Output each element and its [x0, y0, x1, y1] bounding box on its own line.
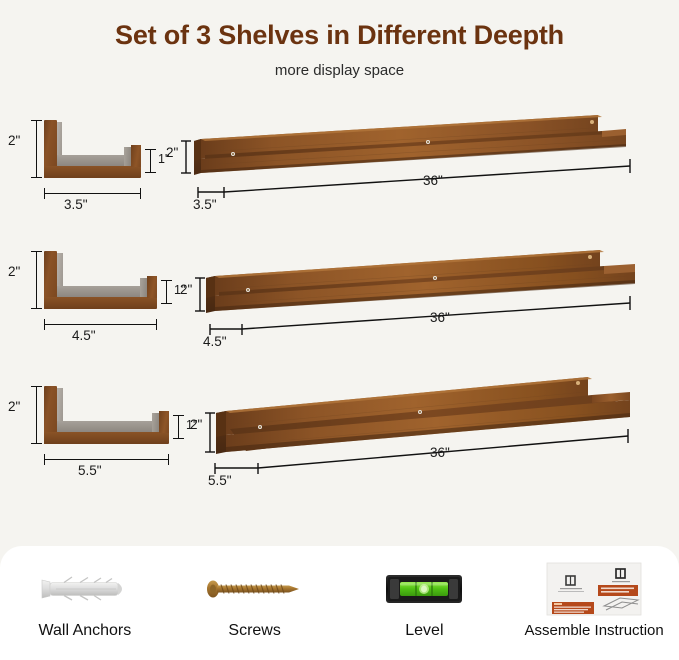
profile-back-inner-medium — [57, 253, 63, 297]
profile-depth-label-medium: 4.5" — [72, 328, 96, 343]
accessory-wall-anchors: Wall Anchors — [0, 546, 170, 660]
perspective-shelf-small: 2" 3.5" 36" — [166, 97, 679, 228]
shelf-row-medium: 2" 1" 4.5" — [0, 228, 679, 359]
accessories-list: Wall Anchors — [0, 546, 679, 660]
perspective-height-label-small: 2" — [166, 145, 179, 160]
perspective-shelf-large: 2" 5.5" 36" — [190, 359, 679, 504]
accessories-card: Wall Anchors — [0, 546, 679, 660]
profile-lip-height-label-small: 1" — [158, 152, 170, 166]
profile-base-large — [44, 432, 169, 444]
profile-base-small — [44, 166, 141, 178]
profile-depth-label-small: 3.5" — [64, 197, 88, 212]
profile-back-inner-large — [57, 388, 63, 432]
profile-front-lip-large — [159, 411, 169, 433]
accessory-label-level: Level — [405, 622, 444, 639]
profile-front-lip-small — [131, 145, 141, 167]
cross-section-small: 2" 1" — [0, 97, 175, 228]
perspective-height-label-large: 2" — [190, 417, 203, 432]
profile-depth-label-large: 5.5" — [78, 463, 102, 478]
page-subtitle: more display space — [274, 62, 405, 79]
profile-lip-inner-small — [124, 147, 131, 166]
shelf-row-large: 2" 1" 5.5" — [0, 359, 679, 490]
cross-section-large: 2" 1" 5.5" — [0, 359, 197, 490]
screw-icon — [195, 560, 315, 618]
perspective-length-label-medium: 36" — [430, 310, 450, 325]
header: Set of 3 Shelves in Different Deepth mor… — [0, 0, 679, 80]
profile-back-wall-large — [44, 386, 57, 444]
profile-lip-height-label-large: 1" — [186, 418, 198, 432]
profile-floor-large — [57, 421, 158, 432]
cross-section-medium: 2" 1" 4.5" — [0, 228, 185, 359]
accessory-level: Level — [340, 546, 510, 660]
accessory-label-wall-anchors: Wall Anchors — [38, 622, 132, 639]
perspective-height-label-medium: 2" — [180, 282, 193, 297]
profile-lip-inner-large — [152, 413, 159, 432]
instruction-sheet-icon — [546, 560, 642, 618]
shelf-rows: 2" 1" — [0, 97, 679, 490]
perspective-length-label-small: 36" — [423, 173, 443, 188]
profile-lip-height-label-medium: 1" — [174, 283, 186, 297]
profile-front-lip-medium — [147, 276, 157, 298]
profile-back-height-label-medium: 2" — [8, 264, 21, 279]
profile-floor-medium — [57, 286, 146, 297]
shelf-row-small: 2" 1" — [0, 97, 679, 228]
profile-lip-inner-medium — [140, 278, 147, 297]
profile-back-height-label-large: 2" — [8, 399, 21, 414]
profile-back-wall-small — [44, 120, 57, 178]
perspective-depth-label-medium: 4.5" — [203, 334, 227, 349]
page-title: Set of 3 Shelves in Different Deepth — [115, 20, 564, 50]
perspective-depth-label-small: 3.5" — [193, 197, 217, 212]
accessory-label-instruction: Assemble Instruction — [524, 622, 664, 639]
wall-anchor-icon — [30, 560, 140, 618]
perspective-depth-label-large: 5.5" — [208, 473, 232, 488]
perspective-length-label-large: 36" — [430, 445, 450, 460]
profile-back-inner-small — [57, 122, 62, 166]
profile-back-height-label-small: 2" — [8, 133, 21, 148]
accessory-label-screws: Screws — [228, 622, 281, 639]
bubble-level-icon — [384, 560, 464, 618]
accessory-screws: Screws — [170, 546, 340, 660]
perspective-shelf-medium: 2" 4.5" 36" — [180, 228, 679, 359]
profile-back-wall-medium — [44, 251, 57, 309]
profile-base-medium — [44, 297, 157, 309]
profile-floor-small — [57, 155, 130, 166]
accessory-instruction: Assemble Instruction — [509, 546, 679, 660]
